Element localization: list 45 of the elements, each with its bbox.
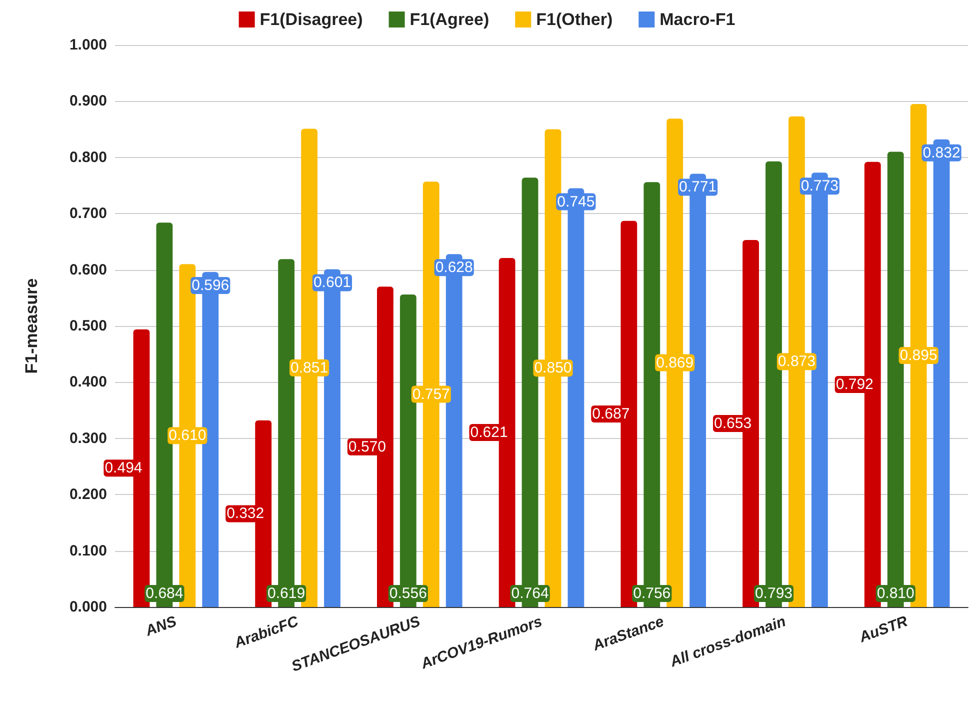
data-label: 0.851 — [290, 359, 328, 376]
data-label: 0.850 — [534, 360, 572, 377]
y-tick-label: 0.500 — [69, 318, 107, 334]
data-label: 0.771 — [679, 178, 717, 196]
data-label: 0.653 — [714, 415, 752, 432]
y-tick-label: 0.400 — [69, 374, 107, 391]
data-label: 0.610 — [168, 427, 206, 444]
data-label: 0.601 — [313, 274, 352, 292]
legend-label: F1(Agree) — [410, 10, 490, 29]
data-label: 0.570 — [348, 438, 386, 456]
data-label: 0.621 — [470, 424, 508, 441]
x-tick-label: ANS — [142, 613, 179, 640]
data-label: 0.745 — [557, 193, 595, 210]
y-tick-label: 0.300 — [69, 430, 107, 447]
data-label: 0.792 — [836, 376, 874, 393]
legend-label: F1(Disagree) — [260, 10, 363, 29]
legend-label: F1(Other) — [536, 10, 613, 29]
y-tick-label: 1.000 — [69, 36, 107, 54]
data-label: 0.793 — [754, 585, 793, 602]
data-label: 0.687 — [592, 405, 630, 422]
data-label: 0.869 — [656, 354, 694, 372]
data-label: 0.773 — [800, 178, 838, 195]
data-label: 0.628 — [435, 259, 473, 276]
y-tick-label: 0.800 — [69, 148, 107, 166]
y-tick-label: 0.000 — [69, 598, 107, 616]
data-label: 0.684 — [146, 585, 184, 602]
data-label: 0.895 — [900, 347, 938, 364]
y-tick-label: 0.600 — [69, 261, 107, 278]
data-label: 0.810 — [876, 585, 914, 602]
y-tick-label: 0.200 — [69, 486, 107, 504]
data-label: 0.764 — [511, 585, 549, 602]
data-label: 0.619 — [268, 585, 306, 602]
data-label: 0.873 — [778, 353, 816, 370]
data-label: 0.757 — [412, 386, 450, 403]
data-label: 0.596 — [192, 277, 230, 294]
data-label: 0.832 — [922, 144, 960, 162]
data-label: 0.756 — [633, 585, 671, 602]
y-tick-label: 0.100 — [69, 542, 107, 560]
data-label: 0.556 — [389, 585, 427, 602]
y-tick-label: 0.900 — [69, 92, 107, 110]
data-label: 0.332 — [226, 505, 264, 522]
data-label: 0.494 — [104, 460, 142, 477]
y-tick-label: 0.700 — [69, 205, 107, 222]
y-axis-title: F1-measure — [22, 278, 41, 374]
legend-label: Macro-F1 — [660, 10, 736, 29]
